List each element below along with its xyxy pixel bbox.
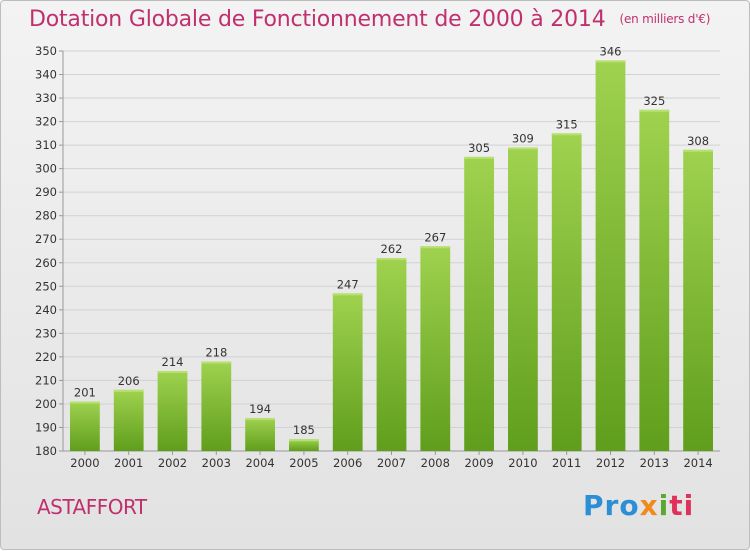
- data-label: 308: [687, 134, 709, 148]
- value-labels: 201 206 214 218 194 185 247 262 267 305 309 315 346 3…: [74, 44, 709, 437]
- bar: [157, 371, 188, 451]
- bar-highlight: [595, 60, 626, 63]
- x-tick-label: 2001: [114, 456, 143, 470]
- x-tick-label: 2007: [377, 456, 406, 470]
- x-tick-label: 2005: [289, 456, 318, 470]
- bar: [376, 258, 407, 451]
- y-tick-labels: 180 190 200 210 220 230 240 250 260 270 280 290 300 3…: [35, 44, 57, 458]
- y-tick-label: 200: [35, 397, 57, 411]
- bar: [289, 439, 319, 451]
- y-tick-label: 290: [35, 185, 57, 199]
- y-tick-label: 190: [35, 420, 57, 434]
- logo-part: ti: [669, 489, 695, 522]
- x-tick-label: 2009: [464, 456, 493, 470]
- data-label: 305: [468, 141, 490, 155]
- data-label: 206: [118, 374, 140, 388]
- x-tick-label: 2003: [202, 456, 231, 470]
- data-label: 214: [162, 355, 184, 369]
- commune-name: ASTAFFORT: [37, 495, 147, 519]
- data-label: 262: [381, 242, 403, 256]
- bar: [113, 389, 144, 451]
- y-tick-label: 340: [35, 68, 57, 82]
- y-tick-label: 260: [35, 256, 57, 270]
- bar-highlight: [201, 361, 232, 364]
- y-tick-label: 270: [35, 232, 57, 246]
- bar-highlight: [508, 147, 538, 150]
- data-label: 315: [556, 117, 578, 131]
- y-tick-label: 330: [35, 91, 57, 105]
- logo-part: x: [639, 489, 659, 522]
- bar-highlight: [113, 389, 144, 392]
- data-label: 185: [293, 423, 315, 437]
- y-tick-label: 230: [35, 326, 57, 340]
- chart-title-text: Dotation Globale de Fonctionnement de 20…: [29, 7, 606, 32]
- logo-part: Pro: [583, 489, 640, 522]
- data-label: 218: [205, 346, 227, 360]
- bar-highlight: [683, 149, 713, 152]
- x-tick-label: 2013: [640, 456, 669, 470]
- x-tick-label: 2012: [596, 456, 625, 470]
- x-tick-label: 2002: [158, 456, 187, 470]
- y-tick-label: 250: [35, 279, 57, 293]
- bar: [332, 293, 363, 451]
- data-label: 194: [249, 402, 271, 416]
- bar: [464, 156, 494, 451]
- x-tick-label: 2014: [683, 456, 712, 470]
- bar-highlight: [420, 246, 451, 249]
- bar: [551, 133, 582, 451]
- x-tick-label: 2008: [421, 456, 450, 470]
- data-label: 309: [512, 131, 534, 145]
- x-tick-label: 2004: [245, 456, 274, 470]
- data-label: 201: [74, 386, 96, 400]
- x-tick-label: 2000: [70, 456, 99, 470]
- x-tick-label: 2006: [333, 456, 362, 470]
- bar-highlight: [289, 439, 319, 442]
- proxiti-logo: Proxiti: [583, 489, 694, 522]
- y-tick-label: 320: [35, 115, 57, 129]
- bar-highlight: [70, 401, 100, 404]
- data-label: 325: [643, 94, 665, 108]
- y-tick-label: 240: [35, 303, 57, 317]
- chart-subtitle: (en milliers d'€): [619, 12, 711, 26]
- bar: [201, 361, 232, 451]
- data-label: 247: [337, 277, 359, 291]
- x-tick-labels: 2000 2001 2002 2003 2004 2005 2006 2007 2008 2009…: [70, 451, 713, 470]
- y-tick-label: 210: [35, 373, 57, 387]
- data-label: 267: [424, 230, 446, 244]
- bar-highlight: [245, 418, 275, 421]
- bar-highlight: [332, 293, 363, 296]
- bars: [70, 60, 713, 451]
- bar: [595, 60, 626, 451]
- bar: [508, 147, 538, 451]
- bar: [683, 149, 713, 451]
- data-label: 346: [600, 44, 622, 58]
- chart-title: Dotation Globale de Fonctionnement de 20…: [29, 7, 710, 32]
- y-tick-label: 310: [35, 138, 57, 152]
- y-tick-label: 180: [35, 444, 57, 458]
- bar-highlight: [639, 109, 670, 112]
- y-tick-label: 280: [35, 209, 57, 223]
- bar: [420, 246, 451, 451]
- y-tick-label: 300: [35, 162, 57, 176]
- bar: [639, 109, 670, 451]
- bar-highlight: [464, 156, 494, 159]
- bar-highlight: [157, 371, 188, 373]
- bar: [245, 418, 275, 451]
- y-tick-label: 350: [35, 44, 57, 58]
- y-tick-label: 220: [35, 350, 57, 364]
- x-tick-label: 2011: [552, 456, 581, 470]
- bar-highlight: [376, 258, 407, 261]
- bar: [70, 401, 100, 451]
- x-tick-label: 2010: [508, 456, 537, 470]
- logo-part: i: [658, 489, 670, 522]
- bar-highlight: [551, 133, 582, 136]
